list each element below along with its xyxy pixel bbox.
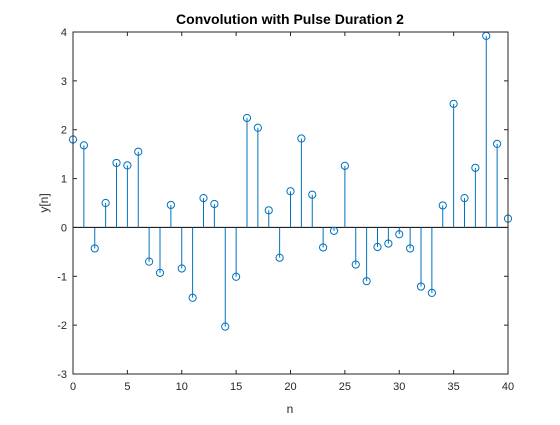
y-tick-label: 0 [61, 222, 67, 234]
x-tick-label: 30 [393, 381, 405, 393]
x-tick-label: 5 [124, 381, 130, 393]
y-tick-label: -1 [57, 271, 67, 283]
chart-title: Convolution with Pulse Duration 2 [176, 11, 404, 27]
y-tick-label: 3 [61, 76, 67, 88]
y-tick-label: 1 [61, 174, 67, 186]
y-tick-label: -3 [57, 369, 67, 381]
y-axis-label: y[n] [37, 193, 51, 212]
x-tick-label: 20 [284, 381, 296, 393]
x-tick-label: 35 [448, 381, 460, 393]
x-tick-label: 10 [176, 381, 188, 393]
y-tick-label: 2 [61, 125, 67, 137]
x-tick-label: 25 [339, 381, 351, 393]
x-tick-label: 0 [70, 381, 76, 393]
y-tick-label: 4 [61, 27, 67, 39]
x-axis-label: n [287, 402, 294, 416]
y-tick-label: -2 [57, 320, 67, 332]
x-tick-label: 40 [502, 381, 514, 393]
x-tick-label: 15 [230, 381, 242, 393]
